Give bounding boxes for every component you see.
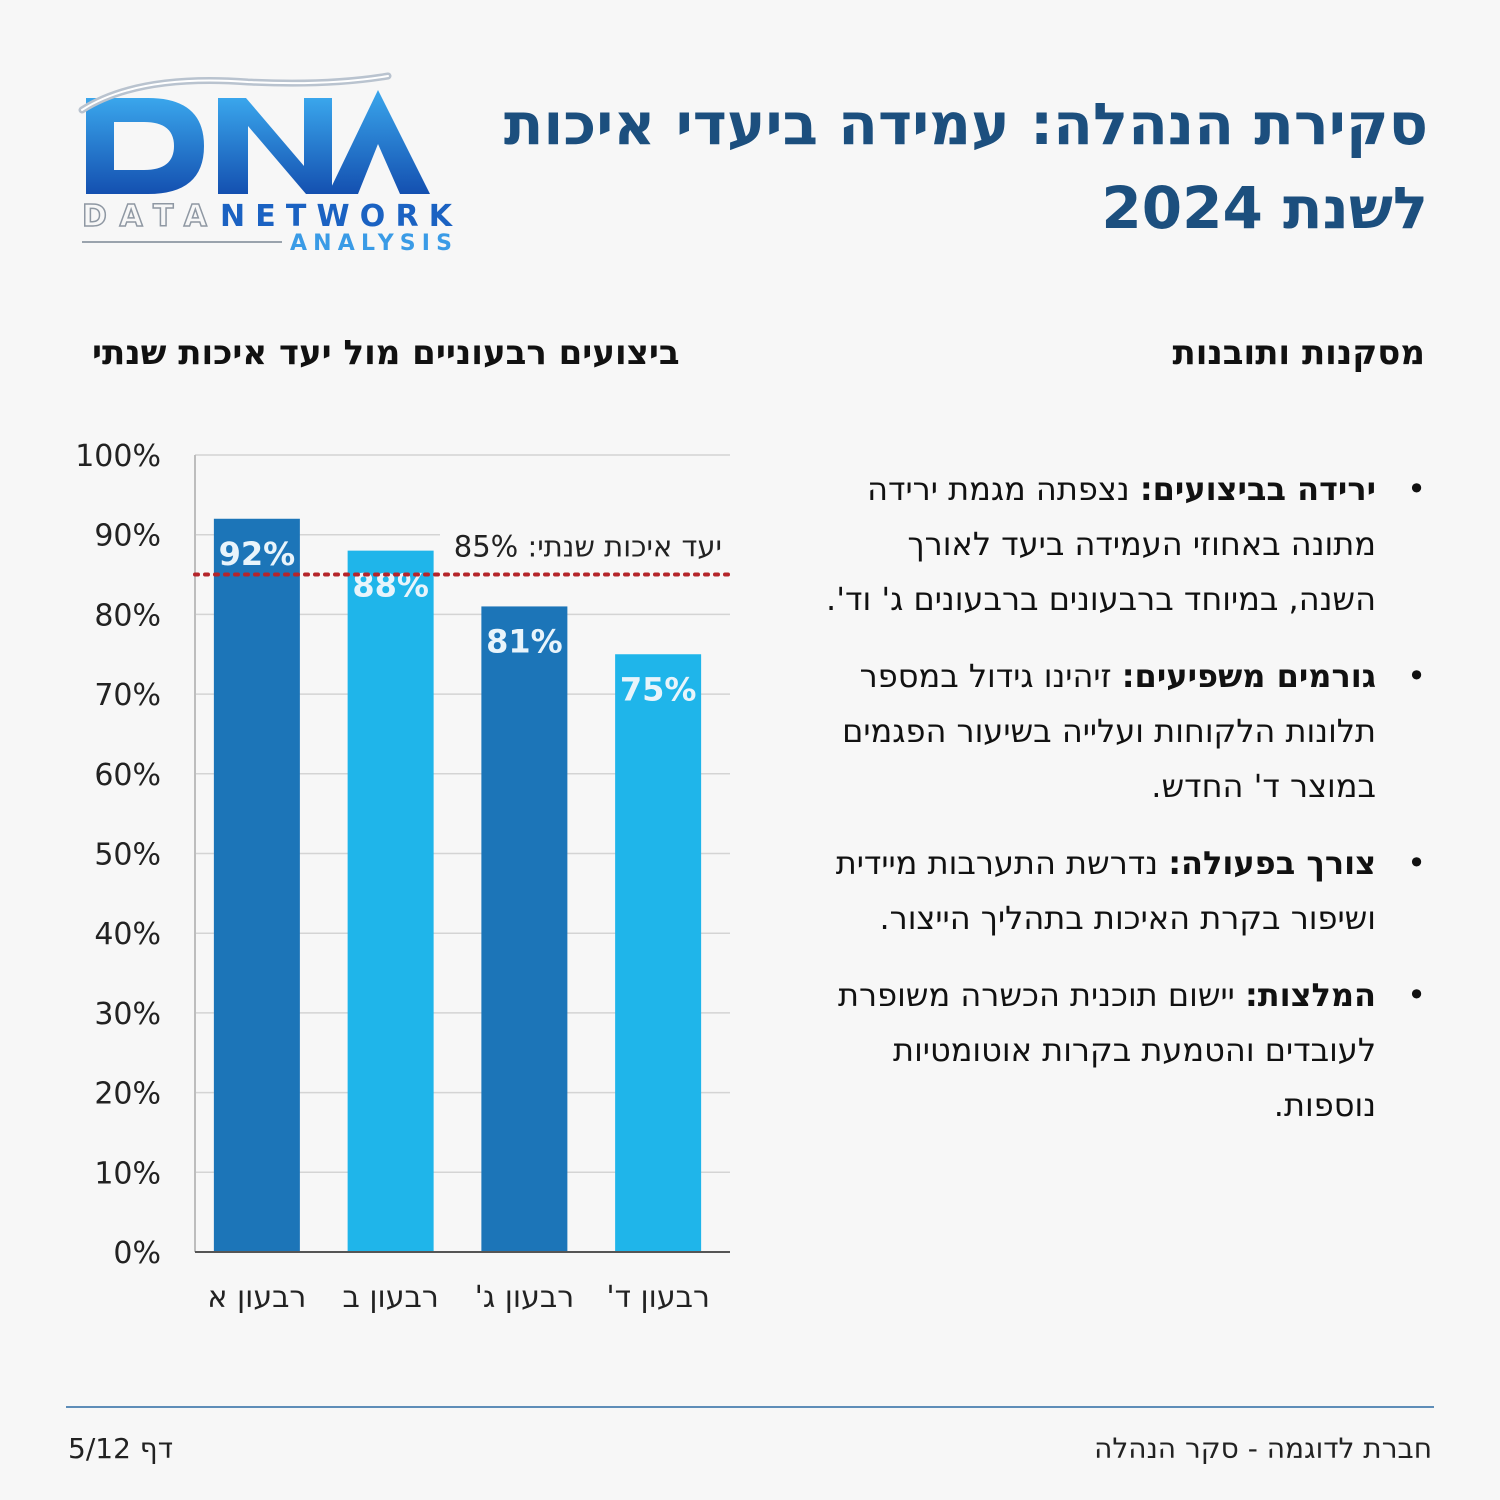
y-tick-label: 80% xyxy=(94,598,161,633)
y-tick-label: 40% xyxy=(94,917,161,952)
bar-value-label: 88% xyxy=(352,567,429,605)
y-tick-label: 90% xyxy=(94,519,161,554)
y-tick-label: 0% xyxy=(113,1236,161,1271)
bar xyxy=(213,518,300,1252)
logo-word-data: DATA xyxy=(82,199,208,234)
company-logo: DATA NETWORK ANALYSIS xyxy=(78,72,454,255)
bar-value-label: 81% xyxy=(486,622,563,660)
quarterly-bar-chart: 0% 10% 20% 30% 40% 50% 60% 70% 80% 90% 100% 92% רבעו… xyxy=(75,439,732,1315)
y-tick-label: 100% xyxy=(75,439,161,474)
y-tick-label: 10% xyxy=(94,1156,161,1191)
insight-text: נדרשת התערבות מיידית ושיפור בקרת האיכות … xyxy=(835,844,1376,937)
insight-item: המלצות: יישום תוכנית הכשרה משופרת לעובדי… xyxy=(821,968,1426,1133)
footer-company: חברת לדוגמה - סקר הנהלה xyxy=(1094,1432,1432,1465)
insight-lead: המלצות xyxy=(1257,976,1376,1014)
y-tick-label: 20% xyxy=(94,1077,161,1112)
footer-divider xyxy=(66,1406,1434,1408)
insight-item: ירידה בביצועים: נצפתה מגמת ירידה מתונה ב… xyxy=(821,462,1426,627)
x-tick-label: רבעון ד' xyxy=(606,1280,710,1315)
insight-lead: צורך בפעולה xyxy=(1181,844,1376,882)
bar-value-label: 92% xyxy=(219,535,296,573)
y-tick-label: 50% xyxy=(94,838,161,873)
x-tick-label: רבעון ג' xyxy=(475,1280,575,1315)
insight-text: נצפתה מגמת ירידה מתונה באחוזי העמידה ביע… xyxy=(826,470,1376,618)
bar xyxy=(615,654,702,1252)
y-tick-label: 60% xyxy=(94,758,161,793)
insights-list: ירידה בביצועים: נצפתה מגמת ירידה מתונה ב… xyxy=(821,462,1426,1155)
y-tick-label: 30% xyxy=(94,997,161,1032)
target-label: יעד איכות שנתי: 85% xyxy=(454,530,722,564)
insight-text: יישום תוכנית הכשרה משופרת לעובדים והטמעת… xyxy=(838,976,1376,1124)
bar xyxy=(347,550,434,1252)
x-tick-label: רבעון א xyxy=(207,1280,306,1315)
insight-item: גורמים משפיעים: זיהינו גידול במספר תלונו… xyxy=(821,649,1426,814)
insight-item: צורך בפעולה: נדרשת התערבות מיידית ושיפור… xyxy=(821,836,1426,946)
y-tick-label: 70% xyxy=(94,678,161,713)
page-title: סקירת הנהלה: עמידה ביעדי איכות לשנת 2024 xyxy=(503,90,1428,242)
logo-word-network: NETWORK xyxy=(220,199,454,234)
target-label-bg xyxy=(440,522,730,563)
x-tick-label: רבעון ב xyxy=(342,1280,438,1315)
logo-word-analysis: ANALYSIS xyxy=(290,231,452,255)
bar-value-label: 75% xyxy=(620,670,697,708)
insights-heading: מסקנות ותובנות xyxy=(1172,333,1426,373)
insight-lead: ירידה בביצועים xyxy=(1152,470,1376,508)
page-number: דף 5/12 xyxy=(68,1432,173,1465)
chart-title: ביצועים רבעוניים מול יעד איכות שנתי xyxy=(92,333,680,373)
bar xyxy=(481,606,568,1252)
insight-lead: גורמים משפיעים xyxy=(1134,657,1376,695)
insight-text: זיהינו גידול במספר תלונות הלקוחות ועלייה… xyxy=(842,657,1376,805)
